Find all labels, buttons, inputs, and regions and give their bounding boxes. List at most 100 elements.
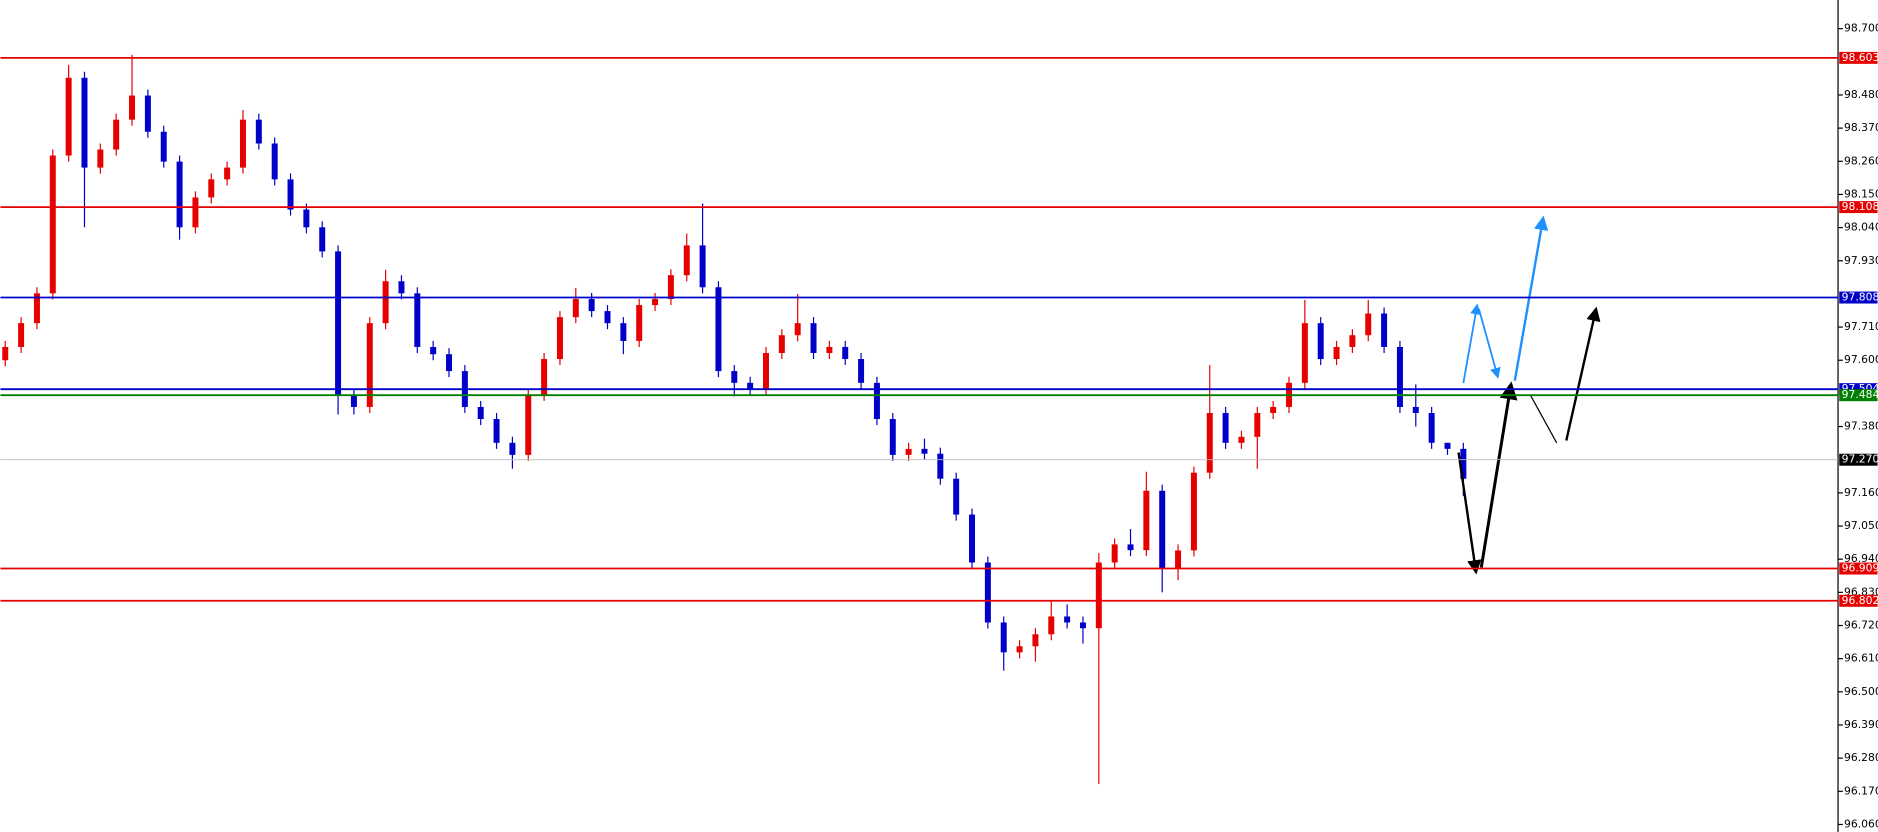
candle-body [335,251,342,395]
candle-body [747,382,754,389]
candle-body [572,299,579,318]
candle-body [65,77,72,156]
candle-body [984,562,991,623]
candle-body [1381,313,1388,347]
level-label: 96.802 [1842,594,1878,607]
arrow [1529,394,1558,444]
candle-body [1032,634,1039,647]
candle-body [652,299,659,306]
arrow [1478,308,1501,379]
y-tick-label: 98.040 [1844,221,1878,234]
candle-body [255,119,262,144]
candle-body [1016,646,1023,653]
candle-body [1048,616,1055,635]
level-label-box [1839,51,1878,64]
y-tick-label: 96.170 [1844,784,1878,797]
level-label: 97.484 [1842,388,1878,401]
y-tick-label: 96.940 [1844,552,1878,565]
candle-body [366,323,373,407]
candle-body [303,209,310,228]
candle-body [1190,472,1197,551]
candle-body [129,95,136,120]
level-label: 97.270 [1842,453,1878,466]
y-tick-label: 98.700 [1844,22,1878,35]
candle-body [1333,346,1340,360]
candle-body [1064,616,1071,623]
candle-body [541,359,548,395]
candle-body [810,323,817,353]
candle-body [1000,622,1007,653]
candle-body [588,299,595,312]
candle-body [604,311,611,324]
candle-body [1095,562,1102,629]
candle-body [319,227,326,252]
candle-body [1460,448,1467,479]
candle-body [382,281,389,324]
y-tick-label: 96.280 [1844,751,1878,764]
y-tick-label: 98.370 [1844,121,1878,134]
candle-body [1159,490,1166,569]
y-tick-label: 96.500 [1844,685,1878,698]
y-tick-label: 97.710 [1844,320,1878,333]
candle-body [794,323,801,336]
candle-body [1349,335,1356,347]
y-tick-label: 97.160 [1844,486,1878,499]
candle-body [715,287,722,372]
candle-body [556,317,563,360]
arrow [1462,303,1481,384]
level-label: 98.603 [1842,51,1878,64]
level-label-box [1839,389,1878,402]
candle-body [889,419,896,455]
candle-body [1365,313,1372,336]
candle-body [1301,323,1308,383]
candle-body [1111,544,1118,563]
candle-body [1396,346,1403,407]
candle-body [350,394,357,407]
candle-body [1317,323,1324,360]
candle-body [509,442,516,455]
candle-body [778,335,785,353]
arrow [1513,215,1549,381]
candle-body [97,149,104,168]
candle-body [1270,406,1277,413]
candle-body [398,281,405,294]
candle-body [1238,436,1245,443]
candle-body [287,179,294,210]
candle-body [271,143,278,180]
level-label-box [1839,383,1878,396]
candle-body [858,359,865,383]
candle-body [493,419,500,443]
candle-body [762,352,769,389]
candle-body [1143,490,1150,551]
forecast-arrows [1457,215,1601,575]
candle-body [160,131,167,162]
y-tick-label: 98.480 [1844,88,1878,101]
arrow [1457,452,1482,575]
candle-body [192,197,199,228]
candle-body [446,354,453,372]
y-tick-label: 96.390 [1844,718,1878,731]
candle-body [176,161,183,228]
candle-body [144,95,151,132]
candle-body [208,179,215,198]
y-tick-label: 98.260 [1844,154,1878,167]
candle-body [921,448,928,454]
y-tick-label: 97.380 [1844,420,1878,433]
level-label-box [1839,291,1878,304]
level-label-box [1839,594,1878,607]
arrow [1479,381,1518,568]
y-tick-label: 96.060 [1844,817,1878,830]
candle-body [905,448,912,455]
y-tick-label: 97.600 [1844,353,1878,366]
candle-body [239,119,246,168]
candle-body [414,293,421,347]
candle-body [49,155,56,294]
y-tick-label: 97.050 [1844,519,1878,532]
candle-body [1412,406,1419,413]
level-label: 98.108 [1842,200,1878,213]
level-label-box [1839,453,1878,466]
y-tick-label: 97.930 [1844,254,1878,267]
candle-body [620,323,627,341]
candle-body [430,346,437,355]
